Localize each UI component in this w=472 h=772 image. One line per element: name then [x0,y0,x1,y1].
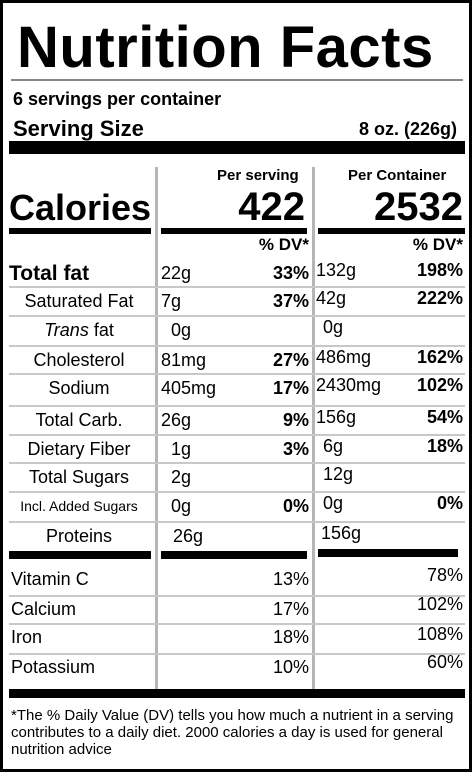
container-amount: 6g [323,436,344,456]
serving-amount: 26g [161,410,192,430]
nutrient-name: Sodium [48,378,110,398]
serving-dv: 9% [282,410,309,430]
container-amount: 12g [323,464,354,484]
nutrient-name: Saturated Fat [24,291,134,311]
serving-amount: 26g [173,526,204,546]
vitamin-bar-mid [161,551,307,559]
row-divider [9,315,465,317]
vitamin-row-divider [9,623,465,625]
container-amount: 132g [316,260,357,280]
container-dv: 102% [416,375,463,395]
serving-dv: 27% [272,350,309,370]
nutrient-name-italic: Trans [44,320,89,340]
serving-amount: 81mg [161,350,207,370]
nutrient-name: Incl. Added Sugars [20,498,138,514]
title-divider [11,79,463,81]
vitamin-container-dv: 78% [426,565,463,585]
calories-bar-mid [161,228,307,234]
container-amount: 2430mg [316,375,382,395]
vitamin-name: Calcium [11,599,77,619]
nutrient-name: Total Carb. [35,410,123,430]
serving-size-label: Serving Size [13,116,144,141]
calories-label: Calories [9,187,152,228]
row-divider [9,286,465,288]
serving-dv: 33% [272,263,309,283]
per-container-header: Per Container [348,167,447,184]
row-divider [9,521,465,523]
container-dv: 18% [426,436,463,456]
serving-amount: 0g [171,496,192,516]
calories-bar-right [318,228,465,234]
row-divider [9,373,465,375]
dv-header-serving: % DV* [258,235,309,254]
calories-bar-left [9,228,151,234]
container-amount: 0g [323,493,344,513]
container-dv: 0% [436,493,463,513]
daily-value-footnote: *The % Daily Value (DV) tells you how mu… [11,707,454,758]
container-amount: 0g [323,317,344,337]
container-dv: 162% [416,347,463,367]
nutrient-name: Proteins [45,526,113,546]
vitamin-serving-dv: 10% [272,657,309,677]
serving-dv: 37% [272,291,309,311]
vitamin-name: Iron [11,627,43,647]
container-amount: 486mg [316,347,372,367]
calories-per-serving: 422 [238,185,305,229]
label-title: Nutrition Facts [17,15,434,80]
container-amount: 156g [316,407,357,427]
container-dv: 198% [416,260,463,280]
row-divider [9,405,465,407]
vitamin-name: Potassium [11,657,96,677]
footer-thick-bar [9,689,465,698]
dv-header-container: % DV* [412,235,463,254]
serving-amount: 7g [161,291,182,311]
serving-dv: 0% [282,496,309,516]
serving-amount: 2g [171,467,192,487]
row-divider [9,491,465,493]
row-divider [9,345,465,347]
nutrient-name: Trans fat [3,320,155,341]
vitamin-bar-right [318,549,458,557]
nutrient-name: Dietary Fiber [27,439,131,459]
serving-thick-bar [9,141,465,154]
serving-amount: 22g [161,263,192,283]
vitamin-bar-left [9,551,151,559]
container-amount: 156g [321,523,362,543]
calories-per-container: 2532 [374,185,463,229]
serving-amount: 0g [171,320,192,340]
column-divider-left [155,167,158,689]
container-dv: 54% [426,407,463,427]
serving-dv: 17% [272,378,309,398]
serving-amount: 1g [171,439,192,459]
row-divider [9,462,465,464]
vitamin-serving-dv: 17% [272,599,309,619]
vitamin-serving-dv: 13% [272,569,309,589]
serving-amount: 405mg [161,378,217,398]
vitamin-container-dv: 108% [416,624,463,644]
vitamin-serving-dv: 18% [272,627,309,647]
servings-per-container: 6 servings per container [13,89,222,109]
vitamin-row-divider [9,595,465,597]
serving-dv: 3% [282,439,309,459]
row-divider [9,434,465,436]
vitamin-name: Vitamin C [11,569,89,589]
nutrient-name-rest: fat [88,320,114,340]
nutrient-name: Total fat [9,262,90,285]
per-serving-header: Per serving [217,167,299,184]
serving-size-value: 8 oz. (226g) [358,119,457,139]
vitamin-row-divider [9,653,465,655]
container-dv: 222% [416,288,463,308]
vitamin-container-dv: 60% [426,652,463,672]
container-amount: 42g [316,288,347,308]
nutrient-name: Cholesterol [33,350,125,370]
vitamin-container-dv: 102% [416,594,463,614]
nutrient-name: Total Sugars [28,467,130,487]
column-divider-right [312,167,315,689]
